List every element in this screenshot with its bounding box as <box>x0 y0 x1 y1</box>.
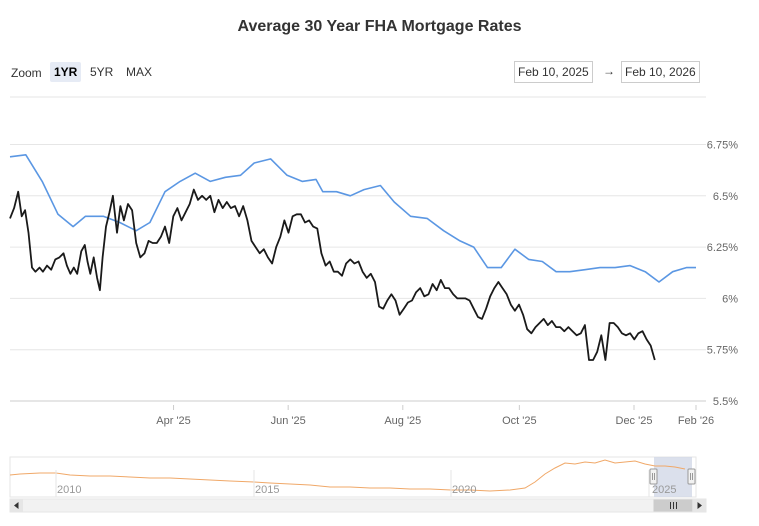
zoom-1yr-button[interactable]: 1YR <box>50 62 82 82</box>
y-tick-label: 5.5% <box>713 396 738 408</box>
y-axis: 5.5% 5.75% 6% 6.25% 6.5% 6.75% <box>707 140 738 409</box>
range-to-input[interactable]: Feb 10, 2026 <box>621 61 700 83</box>
x-axis: Apr '25 Jun '25 Aug '25 Oct '25 Dec '25 Feb '… <box>156 405 714 427</box>
range-arrow: → <box>603 64 615 78</box>
series-line-daily[interactable] <box>9 188 656 361</box>
scroll-left-arrow-icon <box>14 502 19 509</box>
navigator-label-2020: 2020 <box>452 484 476 496</box>
scroll-right-arrow-icon <box>697 502 702 509</box>
zoom-max-button[interactable]: MAX <box>126 65 153 79</box>
y-tick-label: 6.25% <box>707 242 738 254</box>
series-line-weekly[interactable] <box>9 154 696 283</box>
navigator-label-2010: 2010 <box>57 484 81 496</box>
navigator-label-2015: 2015 <box>255 484 279 496</box>
scrollbar-track[interactable] <box>9 498 707 513</box>
x-tick-label: Oct '25 <box>502 415 537 427</box>
grid <box>10 144 706 402</box>
x-tick-label: Jun '25 <box>271 415 306 427</box>
zoom-5yr-button[interactable]: 5YR <box>90 65 114 79</box>
range-from-input[interactable]: Feb 10, 2025 <box>514 61 593 83</box>
x-tick-label: Apr '25 <box>156 415 191 427</box>
y-tick-label: 5.75% <box>707 345 738 357</box>
y-tick-label: 6.5% <box>713 191 738 203</box>
x-tick-label: Aug '25 <box>384 415 421 427</box>
chart-title: Average 30 Year FHA Mortgage Rates <box>237 18 522 35</box>
scrollbar[interactable] <box>9 498 707 513</box>
navigator-left-handle[interactable] <box>649 468 658 485</box>
y-tick-label: 6.75% <box>707 140 738 152</box>
navigator[interactable]: 2010 2015 2020 2025 <box>9 456 697 498</box>
zoom-label: Zoom <box>11 66 42 80</box>
x-tick-label: Dec '25 <box>616 415 653 427</box>
navigator-right-handle[interactable] <box>687 468 696 485</box>
x-tick-label: Feb '26 <box>678 415 714 427</box>
navigator-selected-range[interactable] <box>654 457 692 497</box>
y-tick-label: 6% <box>722 293 738 305</box>
navigator-series-line <box>9 459 686 492</box>
series-layer <box>9 154 696 361</box>
navigator-label-2025: 2025 <box>652 484 676 496</box>
